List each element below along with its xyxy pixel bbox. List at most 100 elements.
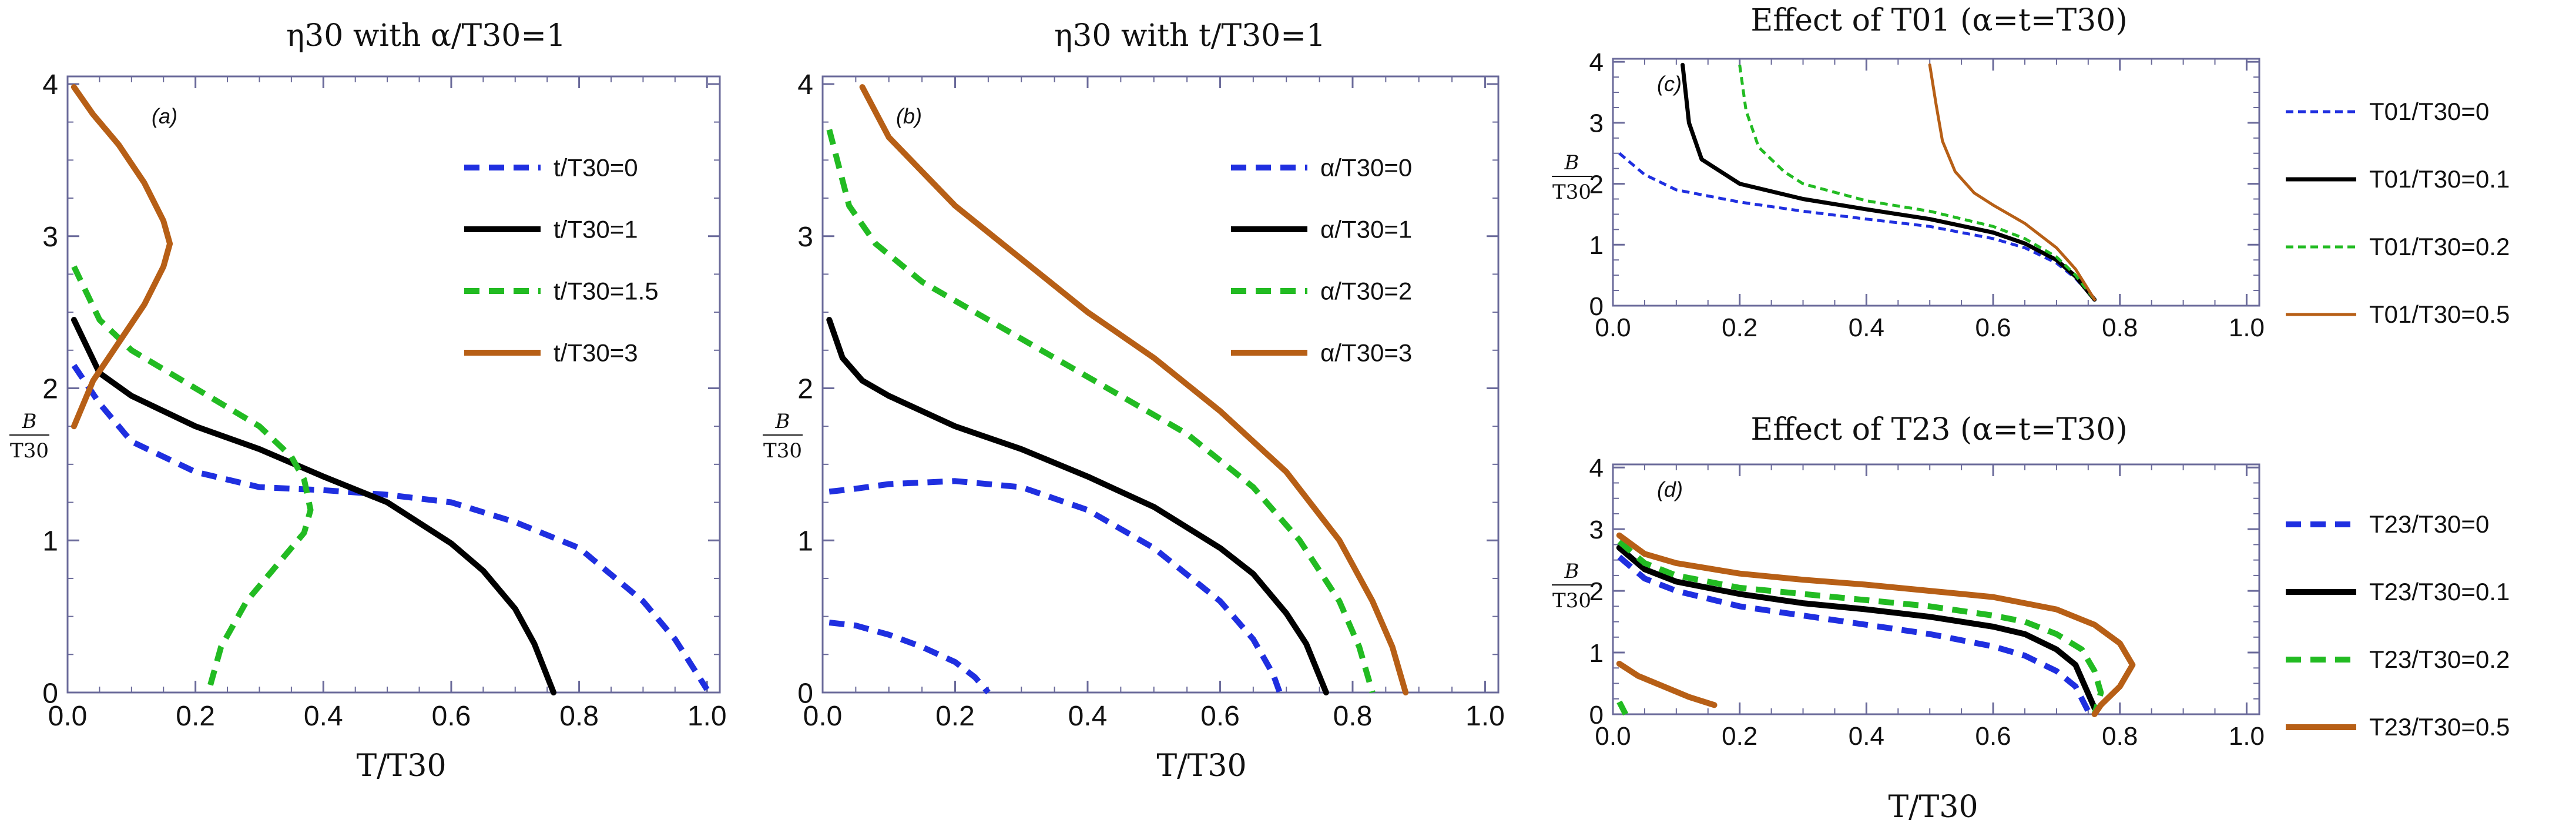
series-line-d-3 — [1616, 700, 1629, 716]
legend-label-a-0: t/T30=0 — [554, 154, 638, 182]
y-axis-label-denominator-b: T30 — [763, 439, 802, 463]
y-tick-label: 1 — [1589, 231, 1604, 260]
series-line-b-2 — [826, 317, 1329, 695]
legend-label-b-0: α/T30=0 — [1320, 154, 1412, 182]
frame-d — [1612, 463, 2260, 715]
panel-c: 0.0 0.2 0.4 0.6 0.8 1.0 0 1 2 3 4 (c) T01/T30=0 T01/T… — [1552, 48, 2510, 342]
x-axis-label-b: T/T30 — [1156, 748, 1246, 784]
x-tick-label: 0.2 — [1722, 722, 1757, 751]
x-tick-label: 0.8 — [2102, 313, 2138, 342]
y-axis-label-denominator-d: T30 — [1552, 589, 1591, 613]
frame-a — [66, 75, 721, 694]
x-tick-label: 0.0 — [1595, 722, 1631, 751]
x-tick-label: 0.2 — [176, 701, 215, 732]
y-tick-label: 0 — [42, 678, 58, 709]
y-tick-label: 1 — [1589, 639, 1604, 668]
title-a: η30 with α/T30=1 — [286, 18, 566, 53]
legend-label-d-2: T23/T30=0.2 — [2369, 645, 2510, 673]
panel-b: 0.0 0.2 0.4 0.6 0.8 1.0 0 1 2 3 4 (b) α/T30=0 α/T30=1… — [763, 69, 1505, 784]
panel-a: 0.0 0.2 0.4 0.6 0.8 1.0 0 1 2 3 4 (a) t/T30=0 t/T30=1… — [9, 69, 727, 784]
series-line-a-1 — [71, 317, 557, 695]
y-tick-label: 1 — [797, 526, 813, 557]
series-line-c-0 — [1618, 152, 2096, 301]
x-tick-label: 0.6 — [1975, 722, 2011, 751]
series-line-d-4 — [1616, 532, 2136, 717]
y-tick-label: 3 — [42, 222, 58, 253]
title-d: Effect of T23 (α=t=T30) — [1750, 412, 2127, 447]
series-line-b-4 — [859, 84, 1409, 695]
series-line-d-1 — [1616, 544, 2098, 711]
series-line-c-1 — [1681, 62, 2097, 302]
legend-label-b-3: α/T30=2 — [1320, 277, 1412, 305]
x-tick-label: 0.4 — [1068, 701, 1108, 732]
x-tick-label: 1.0 — [1465, 701, 1505, 732]
panel-label-c: (c) — [1657, 72, 1682, 96]
series-line-d-2 — [1617, 539, 2104, 715]
legend-label-a-1: t/T30=1 — [554, 216, 638, 243]
x-tick-label: 0.6 — [432, 701, 471, 732]
legend-label-d-4: T23/T30=0.5 — [2369, 713, 2510, 741]
y-tick-label: 2 — [797, 374, 813, 405]
legend-label-b-2: α/T30=1 — [1320, 216, 1412, 243]
y-tick-label: 4 — [797, 69, 813, 101]
legend-label-c-3: T01/T30=0.5 — [2369, 300, 2510, 328]
y-tick-label: 2 — [1589, 577, 1604, 606]
y-tick-label: 0 — [1589, 701, 1604, 730]
x-tick-label: 0.6 — [1200, 701, 1240, 732]
y-tick-label: 0 — [1589, 292, 1604, 321]
x-tick-label: 0.0 — [1595, 313, 1631, 342]
series-line-b-0 — [829, 478, 1283, 694]
series-line-c-2 — [1738, 65, 2096, 301]
x-axis-label-d: T/T30 — [1888, 789, 1978, 823]
series-line-b-1 — [829, 620, 991, 695]
y-tick-label: 4 — [1589, 454, 1604, 483]
title-c: Effect of T01 (α=t=T30) — [1750, 3, 2127, 38]
y-tick-label: 3 — [1589, 109, 1604, 138]
x-tick-label: 0.0 — [803, 701, 843, 732]
x-tick-label: 1.0 — [2229, 722, 2265, 751]
frame-b — [821, 75, 1500, 694]
y-tick-label: 0 — [797, 678, 813, 709]
y-tick-label: 2 — [1589, 170, 1604, 199]
frame-c — [1612, 58, 2260, 307]
y-tick-label: 3 — [797, 222, 813, 253]
series-line-a-0 — [71, 363, 710, 691]
legend-label-b-4: α/T30=3 — [1320, 339, 1412, 367]
y-axis-label-denominator-c: T30 — [1552, 180, 1591, 204]
series-line-c-3 — [1928, 63, 2097, 302]
legend-label-d-0: T23/T30=0 — [2369, 510, 2489, 538]
panel-label-a: (a) — [152, 104, 177, 128]
series-line-d-5 — [1616, 661, 1718, 708]
y-axis-label-denominator-a: T30 — [10, 439, 49, 463]
x-tick-label: 0.4 — [1849, 722, 1884, 751]
panel-label-d: (d) — [1657, 477, 1683, 501]
legend-label-c-1: T01/T30=0.1 — [2369, 165, 2510, 193]
y-axis-label-numerator-a: B — [22, 410, 37, 433]
title-b: η30 with t/T30=1 — [1054, 18, 1326, 53]
x-tick-label: 0.4 — [304, 701, 343, 732]
x-tick-label: 0.2 — [1722, 313, 1757, 342]
legend-label-c-0: T01/T30=0 — [2369, 98, 2489, 125]
x-axis-label-a: T/T30 — [356, 748, 446, 784]
panel-label-b: (b) — [896, 104, 922, 128]
y-tick-label: 2 — [42, 374, 58, 405]
y-axis-label-numerator-b: B — [775, 410, 790, 433]
y-tick-label: 4 — [1589, 48, 1604, 77]
x-tick-label: 0.8 — [2102, 722, 2138, 751]
legend-label-d-1: T23/T30=0.1 — [2369, 578, 2510, 605]
x-tick-label: 0.4 — [1849, 313, 1884, 342]
y-axis-label-numerator-d: B — [1564, 560, 1579, 583]
x-tick-label: 0.8 — [559, 701, 599, 732]
y-tick-label: 3 — [1589, 516, 1604, 544]
legend-label-a-3: t/T30=3 — [554, 339, 638, 367]
series-line-d-0 — [1617, 554, 2091, 713]
x-tick-label: 0.8 — [1333, 701, 1373, 732]
x-tick-label: 1.0 — [2229, 313, 2265, 342]
x-tick-label: 0.6 — [1975, 313, 2011, 342]
x-tick-label: 1.0 — [687, 701, 727, 732]
series-line-a-3 — [71, 84, 173, 430]
x-tick-label: 0.0 — [48, 701, 88, 732]
series-line-a-2 — [71, 265, 314, 694]
y-tick-label: 1 — [42, 526, 58, 557]
